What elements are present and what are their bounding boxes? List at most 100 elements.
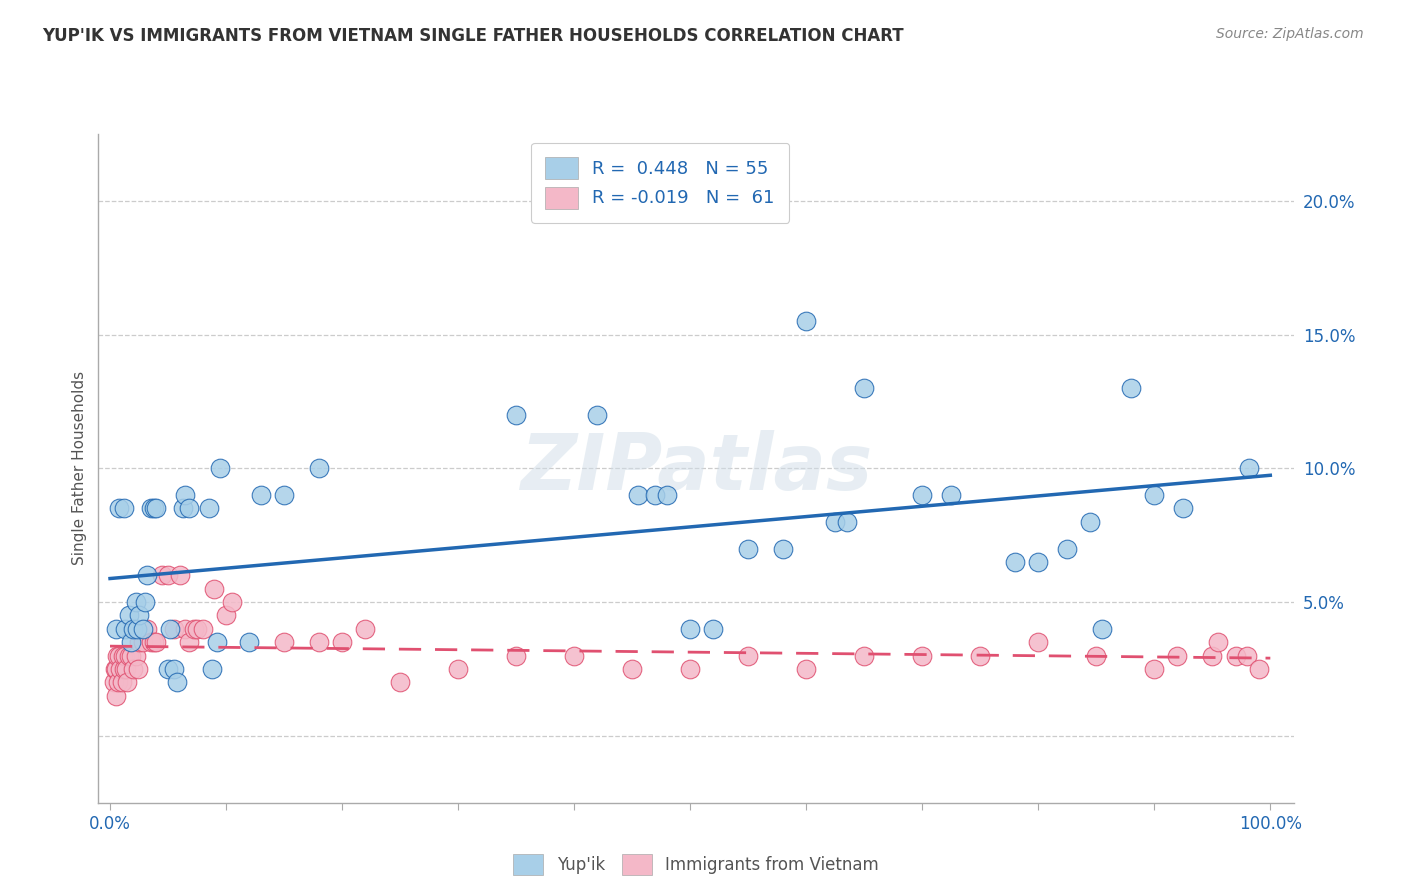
Point xyxy=(621,662,644,676)
Point xyxy=(136,622,159,636)
Point xyxy=(104,689,127,703)
Point xyxy=(112,501,135,516)
Point xyxy=(969,648,991,663)
Point xyxy=(238,635,260,649)
Point xyxy=(1143,488,1166,502)
Point xyxy=(122,662,145,676)
Point xyxy=(143,501,166,516)
Point xyxy=(145,635,167,649)
Point xyxy=(737,541,759,556)
Point xyxy=(111,648,134,663)
Point xyxy=(679,662,702,676)
Point xyxy=(117,675,139,690)
Point xyxy=(157,662,180,676)
Point xyxy=(177,635,200,649)
Point xyxy=(197,501,219,516)
Text: ZIPatlas: ZIPatlas xyxy=(520,430,872,507)
Point xyxy=(139,501,162,516)
Point xyxy=(330,635,353,649)
Point xyxy=(124,648,146,663)
Point xyxy=(117,608,139,623)
Point xyxy=(308,461,330,475)
Point xyxy=(447,662,470,676)
Point xyxy=(108,648,131,663)
Point xyxy=(150,568,173,582)
Point xyxy=(163,622,186,636)
Point xyxy=(107,675,129,690)
Point xyxy=(114,622,136,636)
Point xyxy=(1206,635,1229,649)
Point xyxy=(1026,635,1049,649)
Point xyxy=(824,515,846,529)
Point xyxy=(174,622,197,636)
Point xyxy=(124,595,146,609)
Point xyxy=(1166,648,1188,663)
Point xyxy=(120,635,142,649)
Point xyxy=(204,582,226,596)
Text: Source: ZipAtlas.com: Source: ZipAtlas.com xyxy=(1216,27,1364,41)
Point xyxy=(128,608,150,623)
Point xyxy=(1026,555,1049,569)
Point xyxy=(562,648,585,663)
Point xyxy=(114,648,136,663)
Point xyxy=(108,501,131,516)
Point xyxy=(1239,461,1261,475)
Point xyxy=(772,541,794,556)
Point xyxy=(1056,541,1078,556)
Point xyxy=(104,662,127,676)
Point xyxy=(131,622,153,636)
Point xyxy=(215,608,238,623)
Point xyxy=(1225,648,1247,663)
Point xyxy=(111,675,134,690)
Point xyxy=(389,675,412,690)
Point xyxy=(183,622,205,636)
Point xyxy=(136,568,159,582)
Point xyxy=(166,675,188,690)
Point xyxy=(134,595,156,609)
Point xyxy=(505,648,527,663)
Point xyxy=(911,488,934,502)
Point xyxy=(1143,662,1166,676)
Point xyxy=(737,648,759,663)
Point xyxy=(115,662,138,676)
Point xyxy=(1173,501,1195,516)
Point xyxy=(163,662,186,676)
Point xyxy=(1004,555,1026,569)
Text: YUP'IK VS IMMIGRANTS FROM VIETNAM SINGLE FATHER HOUSEHOLDS CORRELATION CHART: YUP'IK VS IMMIGRANTS FROM VIETNAM SINGLE… xyxy=(42,27,904,45)
Point xyxy=(205,635,228,649)
Point xyxy=(128,635,150,649)
Point xyxy=(702,622,724,636)
Point xyxy=(1085,648,1108,663)
Point xyxy=(104,662,127,676)
Point xyxy=(308,635,330,649)
Point xyxy=(104,622,127,636)
Point xyxy=(186,622,208,636)
Point xyxy=(941,488,963,502)
Point xyxy=(853,381,876,395)
Point xyxy=(1247,662,1270,676)
Point xyxy=(354,622,377,636)
Point xyxy=(172,501,194,516)
Point xyxy=(679,622,702,636)
Point xyxy=(110,662,132,676)
Point xyxy=(273,488,295,502)
Point xyxy=(127,662,149,676)
Y-axis label: Single Father Households: Single Father Households xyxy=(72,371,87,566)
Point xyxy=(209,461,232,475)
Point xyxy=(586,408,609,422)
Point xyxy=(221,595,243,609)
Point xyxy=(105,648,128,663)
Point xyxy=(131,635,153,649)
Point xyxy=(644,488,666,502)
Point xyxy=(853,648,876,663)
Point xyxy=(1119,381,1142,395)
Point xyxy=(835,515,858,529)
Point xyxy=(122,622,145,636)
Point xyxy=(191,622,214,636)
Point xyxy=(169,568,191,582)
Point xyxy=(1080,515,1102,529)
Point xyxy=(145,501,167,516)
Point xyxy=(505,408,527,422)
Point xyxy=(117,648,139,663)
Point xyxy=(174,488,197,502)
